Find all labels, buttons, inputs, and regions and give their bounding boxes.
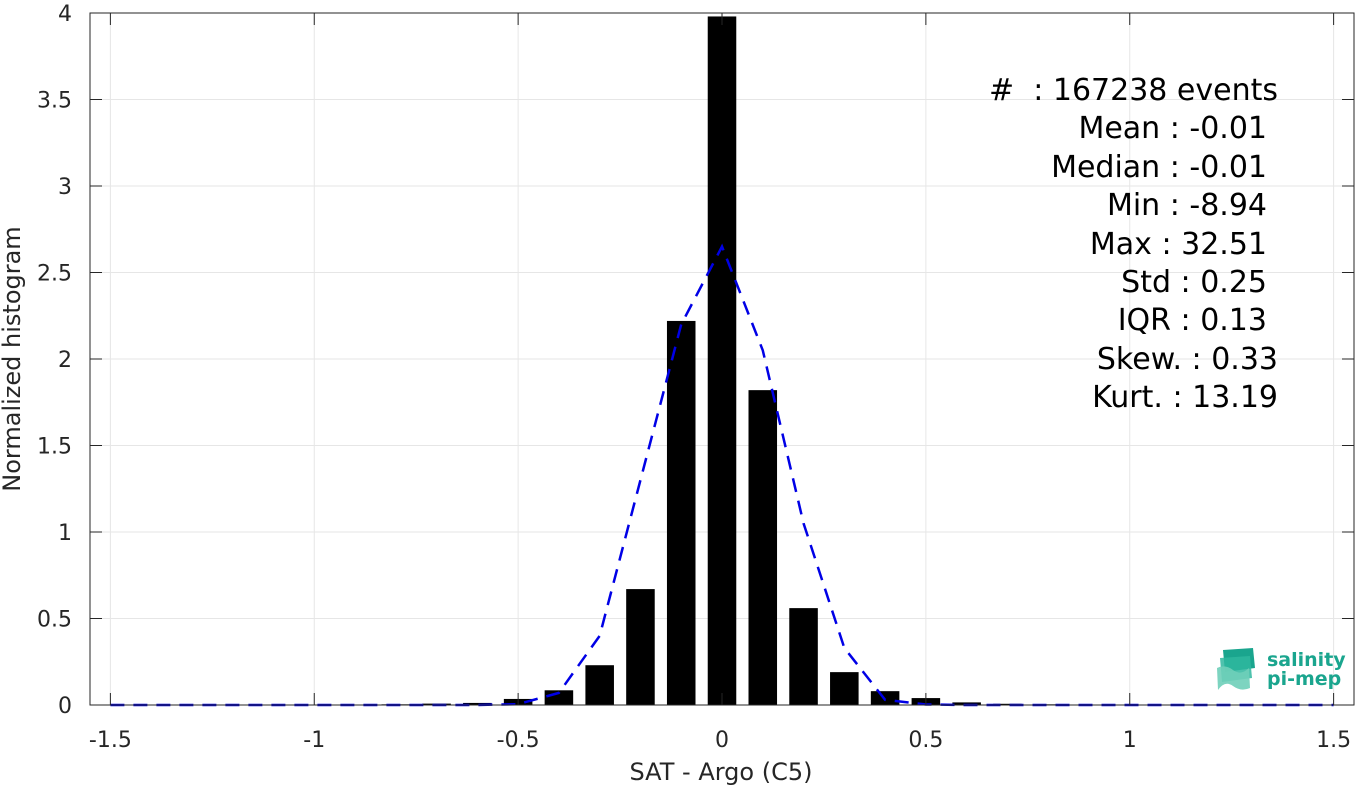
histogram-bar xyxy=(585,665,614,705)
y-tick-label: 2 xyxy=(58,348,72,373)
y-tick-label: 2.5 xyxy=(37,262,72,287)
stats-box: # : 167238 events Mean : -0.01 Median : … xyxy=(900,72,1278,418)
stat-max: Max : 32.51 xyxy=(1089,226,1267,262)
x-tick-label: -0.5 xyxy=(497,728,540,753)
axis-ticks xyxy=(90,12,1354,706)
x-tick-label: 0.5 xyxy=(908,728,943,753)
y-tick-label: 3 xyxy=(58,175,72,200)
histogram-bar xyxy=(952,702,981,705)
y-tick-label: 3.5 xyxy=(37,89,72,114)
salinity-pimep-logo: salinity pi-mep xyxy=(1215,646,1346,694)
stat-mean: Mean : -0.01 xyxy=(1078,111,1267,147)
histogram-bar xyxy=(993,703,1022,705)
stat-kurt: Kurt. : 13.19 xyxy=(1092,380,1278,416)
stat-skew: Skew. : 0.33 xyxy=(1096,341,1278,377)
y-tick-label: 4 xyxy=(58,2,72,27)
x-tick-label: 0 xyxy=(715,728,729,753)
logo-icon xyxy=(1217,648,1255,690)
histogram-bar xyxy=(748,390,778,705)
histogram-bar xyxy=(626,589,655,705)
stat-std: Std : 0.25 xyxy=(1121,265,1267,301)
logo-text-salinity: salinity xyxy=(1267,649,1346,671)
stat-events: # : 167238 events xyxy=(989,73,1278,108)
x-tick-labels: -1.5 -1 -0.5 0 0.5 1 1.5 xyxy=(89,728,1351,753)
y-tick-label: 1.5 xyxy=(37,435,72,460)
histogram-bar xyxy=(789,608,818,705)
x-tick-label: -1 xyxy=(303,728,325,753)
x-tick-label: -1.5 xyxy=(89,728,132,753)
histogram-bar xyxy=(830,672,859,705)
x-tick-label: 1 xyxy=(1123,728,1137,753)
y-tick-label: 0 xyxy=(58,694,72,719)
stat-iqr: IQR : 0.13 xyxy=(1117,303,1267,339)
histogram-bar xyxy=(707,16,737,705)
y-axis-label: Normalized histogram xyxy=(0,226,26,491)
histogram-bar xyxy=(463,702,492,705)
y-tick-label: 1 xyxy=(58,521,72,546)
x-tick-label: 1.5 xyxy=(1316,728,1351,753)
y-tick-label: 0.5 xyxy=(37,608,72,633)
stat-min: Min : -8.94 xyxy=(1106,188,1267,224)
y-tick-labels: 0 0.5 1 1.5 2 2.5 3 3.5 4 xyxy=(37,2,72,719)
stat-median: Median : -0.01 xyxy=(1051,149,1267,185)
histogram-bar xyxy=(666,320,696,705)
bars xyxy=(96,16,1348,706)
x-axis-label: SAT - Argo (C5) xyxy=(630,758,813,786)
logo-text-pimep: pi-mep xyxy=(1267,668,1342,690)
